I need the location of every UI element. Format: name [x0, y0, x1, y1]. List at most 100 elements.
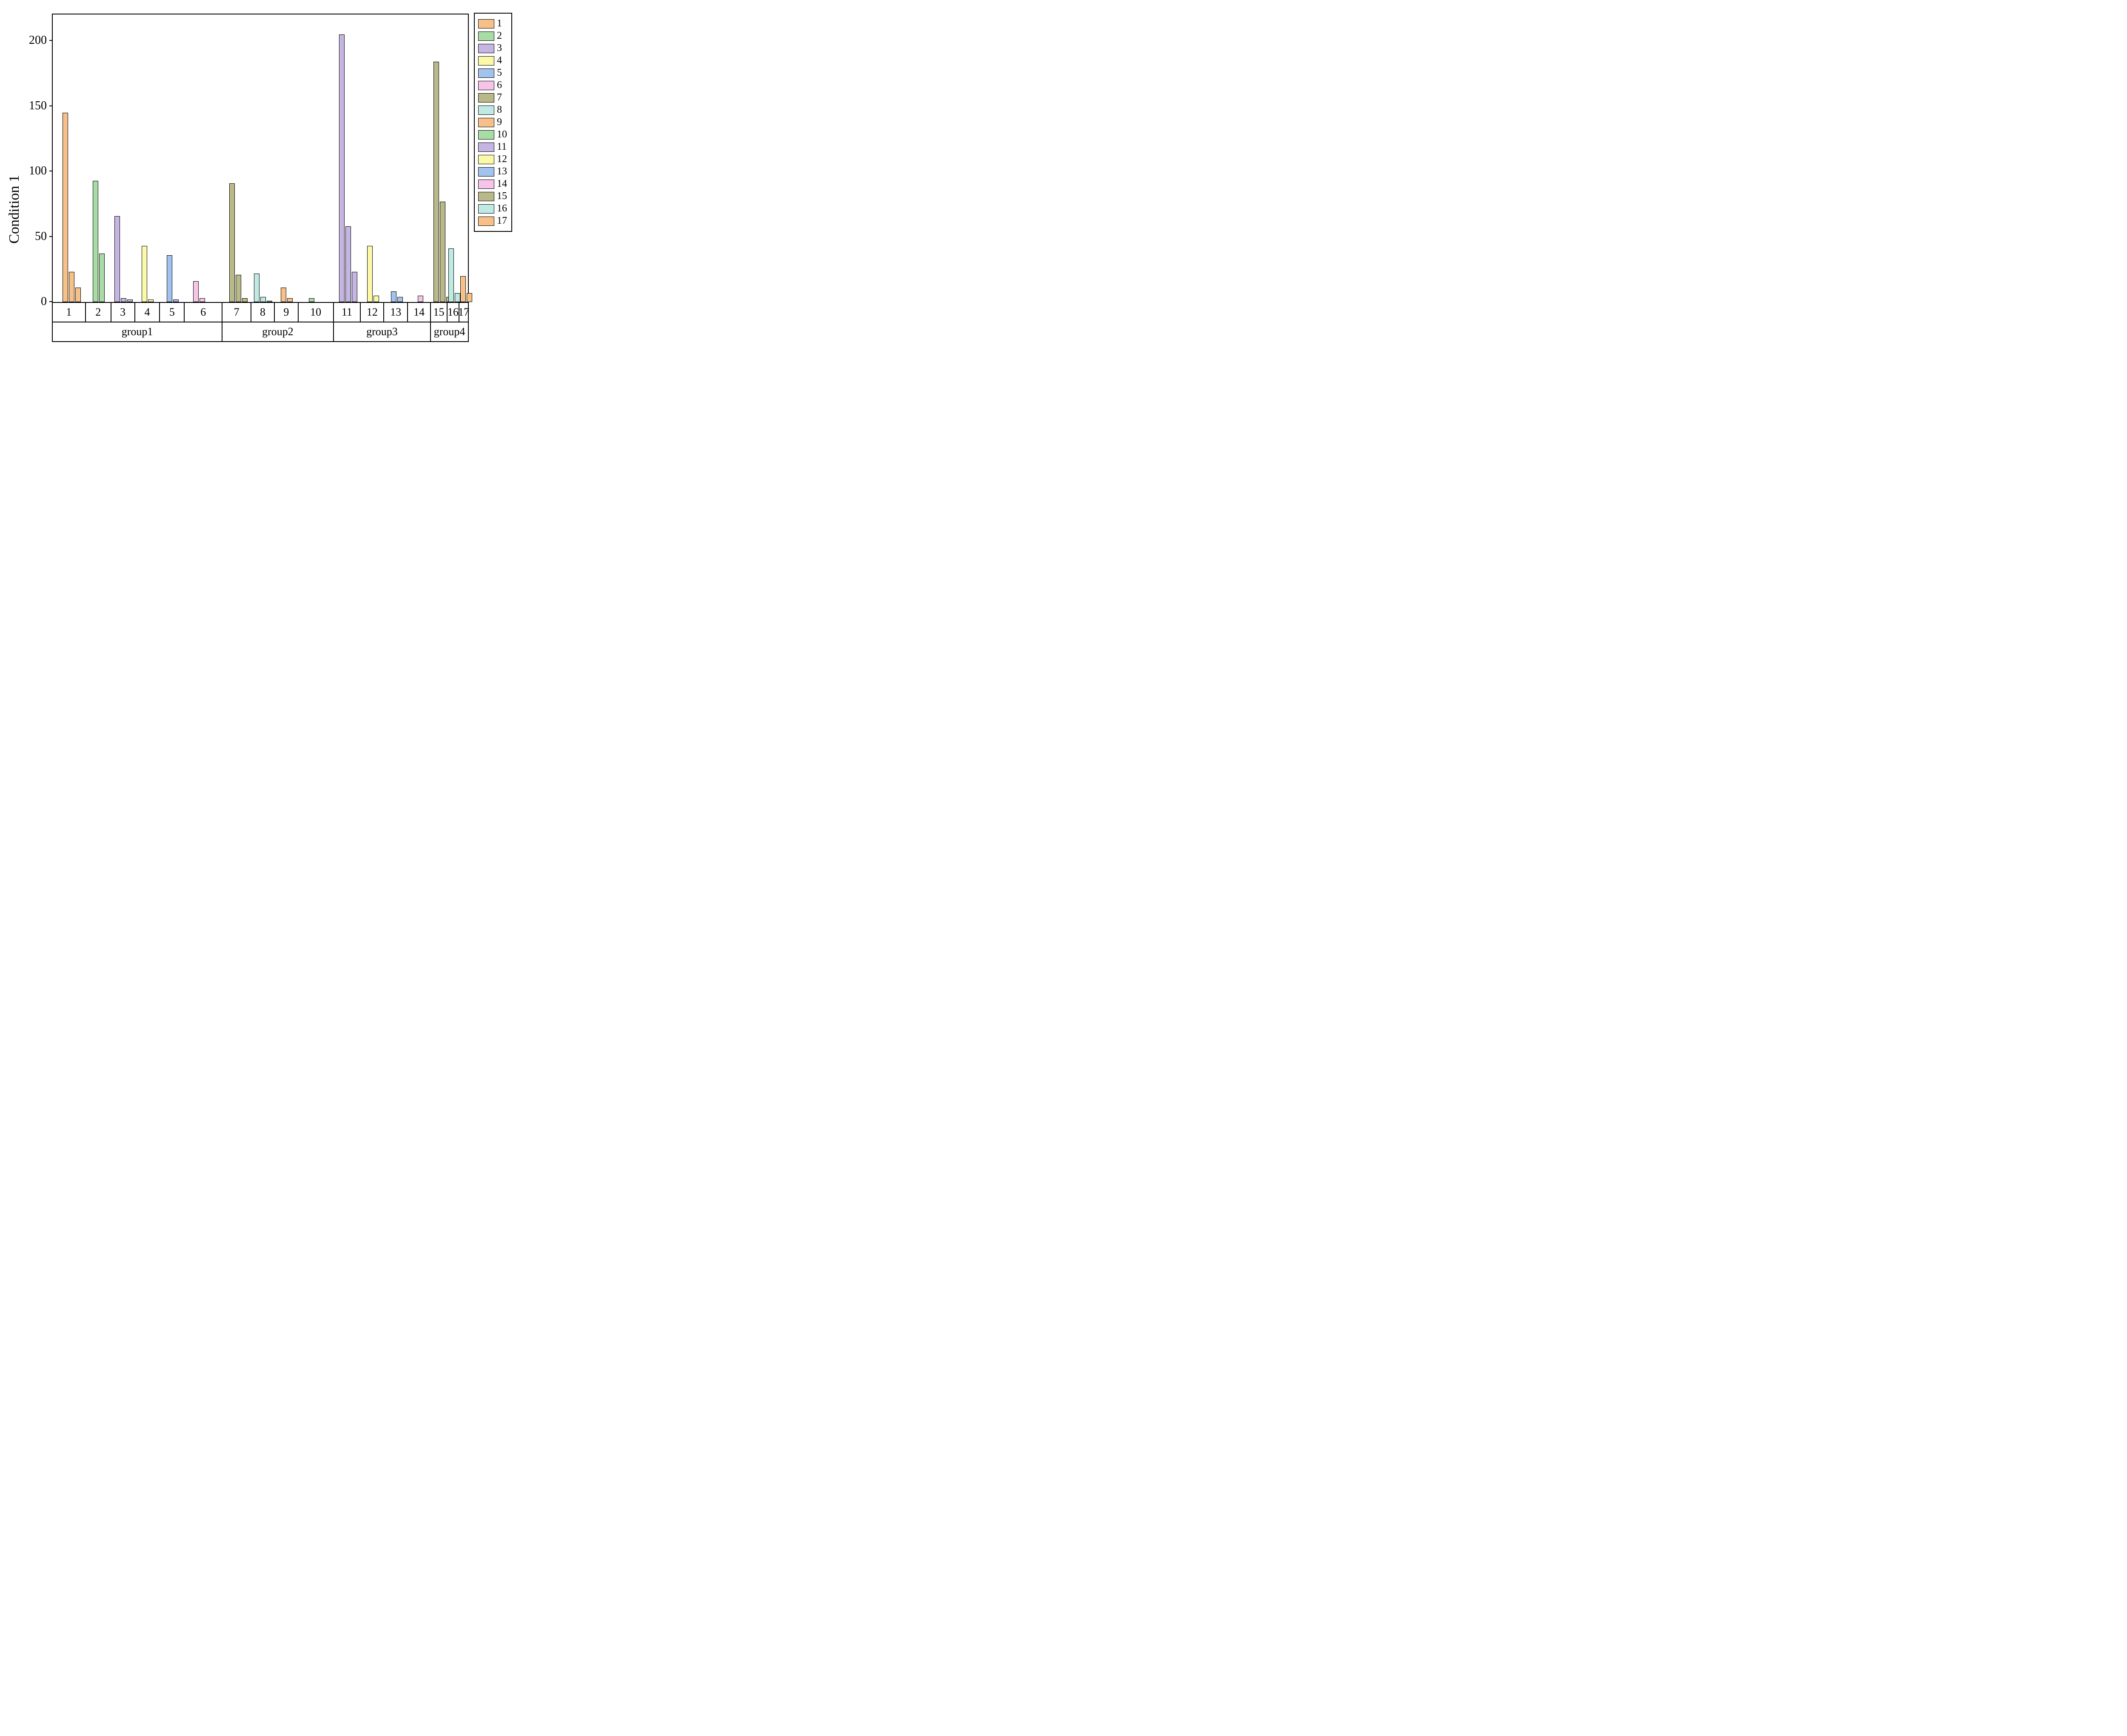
legend-item: 9: [478, 117, 507, 128]
legend-swatch: [478, 217, 494, 226]
bar: [193, 281, 199, 302]
legend-item: 2: [478, 30, 507, 42]
legend-item: 16: [478, 203, 507, 214]
x-axis-group-cell: group3: [334, 322, 431, 341]
x-axis-row-items: 1234567891011121314151617: [52, 303, 469, 322]
legend-item: 11: [478, 141, 507, 153]
bar: [148, 299, 154, 302]
bar: [93, 181, 98, 302]
ytick-label: 0: [41, 295, 47, 308]
legend-swatch: [478, 130, 494, 140]
bar: [460, 276, 466, 302]
bar: [448, 248, 454, 302]
x-axis-item-cell: 13: [384, 303, 408, 322]
ytick-mark: [49, 301, 53, 302]
legend-swatch: [478, 167, 494, 177]
bar: [200, 298, 205, 302]
x-axis-group-cell: group1: [53, 322, 222, 341]
bar: [345, 226, 351, 302]
legend-item: 4: [478, 55, 507, 66]
legend-label: 17: [497, 215, 507, 227]
legend-swatch: [478, 180, 494, 189]
chart-container: Condition 1 050100150200 123456789101112…: [5, 5, 541, 413]
legend-swatch: [478, 31, 494, 41]
legend-swatch: [478, 143, 494, 152]
legend-label: 5: [497, 67, 502, 79]
x-axis-item-cell: 12: [361, 303, 384, 322]
bar: [114, 216, 120, 302]
legend-label: 16: [497, 203, 507, 214]
y-axis-label: Condition 1: [6, 175, 23, 244]
x-axis: 1234567891011121314151617 group1group2gr…: [52, 303, 469, 342]
x-axis-item-cell: 17: [459, 303, 469, 322]
ytick-label: 50: [35, 230, 47, 243]
legend-item: 6: [478, 80, 507, 91]
legend-label: 7: [497, 92, 502, 103]
bar: [397, 297, 403, 302]
legend-label: 1: [497, 18, 502, 29]
bar: [455, 293, 460, 302]
bar: [121, 298, 126, 302]
bar: [254, 274, 259, 302]
ytick-mark: [49, 40, 53, 41]
bar: [418, 296, 423, 302]
bar: [352, 272, 357, 302]
bar: [242, 298, 248, 302]
legend-item: 3: [478, 43, 507, 54]
legend-item: 17: [478, 215, 507, 227]
bar: [69, 272, 74, 302]
legend-swatch: [478, 118, 494, 127]
bar: [99, 254, 105, 302]
bar: [236, 275, 241, 302]
bar: [229, 183, 235, 302]
x-axis-item-cell: 15: [431, 303, 448, 322]
legend-item: 12: [478, 154, 507, 165]
x-axis-item-cell: 9: [275, 303, 299, 322]
legend-label: 14: [497, 178, 507, 190]
legend-item: 7: [478, 92, 507, 103]
legend-swatch: [478, 56, 494, 66]
bars-layer: [53, 14, 468, 302]
ytick-mark: [49, 236, 53, 237]
x-axis-item-cell: 16: [448, 303, 459, 322]
x-axis-item-cell: 7: [222, 303, 251, 322]
bar: [440, 202, 445, 302]
x-axis-item-cell: 4: [135, 303, 160, 322]
legend-item: 1: [478, 18, 507, 29]
legend-swatch: [478, 68, 494, 78]
bar: [281, 288, 286, 302]
legend-swatch: [478, 44, 494, 53]
bar: [367, 246, 373, 302]
legend-label: 8: [497, 104, 502, 116]
legend-swatch: [478, 204, 494, 214]
x-axis-item-cell: 8: [251, 303, 275, 322]
ytick-label: 200: [29, 34, 47, 47]
bar: [127, 299, 133, 302]
x-axis-item-cell: 1: [53, 303, 86, 322]
legend-label: 9: [497, 117, 502, 128]
legend-item: 8: [478, 104, 507, 116]
x-axis-item-cell: 2: [86, 303, 111, 322]
bar: [374, 296, 379, 302]
x-axis-item-cell: 3: [111, 303, 135, 322]
legend-label: 4: [497, 55, 502, 66]
legend-item: 13: [478, 166, 507, 177]
ytick-label: 100: [29, 164, 47, 178]
legend-label: 6: [497, 80, 502, 91]
legend-label: 13: [497, 166, 507, 177]
legend-label: 15: [497, 191, 507, 202]
ytick-label: 150: [29, 99, 47, 113]
x-axis-row-groups: group1group2group3group4: [52, 322, 469, 342]
legend: 1234567891011121314151617: [474, 13, 512, 232]
x-axis-item-cell: 10: [299, 303, 334, 322]
bar: [391, 291, 396, 302]
legend-swatch: [478, 81, 494, 90]
bar: [287, 298, 293, 302]
legend-label: 10: [497, 129, 507, 140]
x-axis-item-cell: 14: [408, 303, 431, 322]
x-axis-item-cell: 11: [334, 303, 361, 322]
legend-label: 3: [497, 43, 502, 54]
legend-item: 14: [478, 178, 507, 190]
legend-swatch: [478, 155, 494, 164]
bar: [167, 255, 172, 302]
